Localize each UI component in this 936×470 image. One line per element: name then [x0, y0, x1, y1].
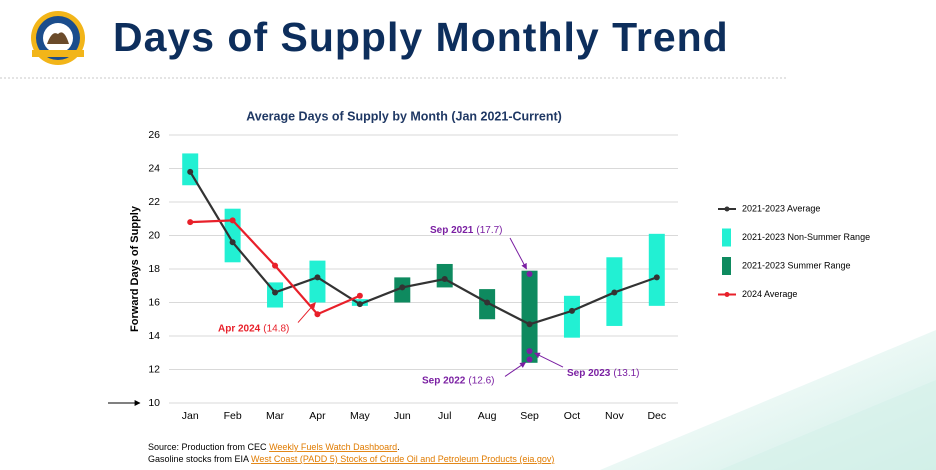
annotation-label: Apr 2024: [218, 323, 261, 334]
legend-swatch: [724, 292, 730, 297]
range-bar: [436, 263, 453, 288]
range-bar: [521, 270, 538, 363]
point: [229, 217, 236, 224]
x-tick-label: Nov: [605, 410, 624, 422]
annotation-value: (17.7): [476, 225, 502, 236]
legend-label: 2021-2023 Summer Range: [742, 260, 851, 270]
range-bar: [563, 295, 580, 338]
chart-title: Average Days of Supply by Month (Jan 202…: [246, 109, 562, 123]
source-text: .: [397, 442, 400, 452]
point: [187, 219, 194, 226]
annotation: Apr 2024 (14.8): [218, 323, 289, 334]
annotation-arrow: [297, 302, 316, 323]
annotation: Sep 2021 (17.7): [430, 225, 503, 236]
legend-label: 2021-2023 Average: [742, 203, 820, 213]
range-bar: [648, 233, 665, 306]
point: [653, 274, 660, 281]
y-tick-label: 20: [148, 229, 160, 241]
annotation: Sep 2022 (12.6): [422, 375, 495, 386]
source-line: Gasoline stocks from EIA West Coast (PAD…: [148, 454, 554, 464]
x-tick-label: Aug: [478, 410, 497, 422]
y-tick-label: 16: [148, 296, 160, 308]
annotation-point: [526, 356, 533, 363]
legend-label: 2024 Average: [742, 289, 797, 299]
y-tick-label: 18: [148, 263, 160, 275]
annotation-point: [526, 348, 533, 355]
legend-label: 2021-2023 Non-Summer Range: [742, 232, 870, 242]
annotation-value: (12.6): [468, 375, 494, 386]
source-text: Source: Production from CEC: [148, 442, 269, 452]
point: [314, 311, 321, 318]
point: [484, 299, 491, 306]
point: [272, 262, 279, 269]
point: [399, 284, 406, 291]
x-tick-label: Dec: [647, 410, 666, 422]
point: [272, 289, 279, 296]
point: [314, 274, 321, 281]
annotation-value: (13.1): [613, 368, 639, 379]
x-tick-label: May: [350, 410, 371, 422]
y-tick-label: 24: [148, 162, 160, 174]
annotation-point: [526, 271, 533, 278]
x-tick-label: Oct: [564, 410, 580, 422]
y-tick-label: 26: [148, 129, 160, 141]
annotation-label: Sep 2023: [567, 368, 611, 379]
decoration: [720, 380, 936, 470]
point: [229, 239, 236, 246]
point: [526, 321, 533, 328]
plot: 10 12 14 16 18 20 22 24 26 Jan Feb Mar Apr May Jun Jul A…: [148, 129, 870, 422]
legend-swatch: [722, 228, 731, 247]
slide-title: Days of Supply Monthly Trend: [113, 14, 729, 60]
y-tick-label: 12: [148, 363, 160, 375]
annotation: Sep 2023 (13.1): [567, 368, 640, 379]
y-tick-label: 10: [148, 397, 160, 409]
range-bar: [309, 260, 326, 303]
source-text: Gasoline stocks from EIA: [148, 454, 251, 464]
x-tick-label: Jan: [182, 410, 199, 422]
annotation-label: Sep 2021: [430, 225, 474, 236]
y-axis-label: Forward Days of Supply: [129, 205, 141, 332]
annotation-arrow: [509, 237, 527, 270]
line: [189, 171, 658, 326]
y-tick-label: 14: [148, 330, 160, 342]
point: [356, 292, 363, 299]
x-tick-label: Mar: [266, 410, 285, 422]
point: [356, 301, 363, 308]
x-tick-label: Feb: [224, 410, 242, 422]
x-tick-label: Jul: [438, 410, 451, 422]
point: [611, 289, 618, 296]
annotation-arrow: [504, 362, 527, 377]
point: [187, 168, 194, 175]
range-bar: [224, 208, 241, 263]
x-tick-label: Jun: [394, 410, 411, 422]
point: [568, 307, 575, 314]
annotation-label: Sep 2022: [422, 375, 466, 386]
annotation-value: (14.8): [263, 323, 289, 334]
point: [441, 276, 448, 283]
x-tick-label: Sep: [520, 410, 539, 422]
source-link[interactable]: West Coast (PADD 5) Stocks of Crude Oil …: [251, 454, 554, 464]
y-tick-label: 22: [148, 196, 160, 208]
legend-swatch: [722, 257, 731, 275]
annotation-arrow: [534, 352, 564, 368]
logo: [31, 11, 85, 65]
x-tick-label: Apr: [309, 410, 326, 422]
source-link[interactable]: Weekly Fuels Watch Dashboard: [269, 442, 397, 452]
legend-swatch: [724, 206, 730, 212]
source-line: Source: Production from CEC Weekly Fuels…: [148, 442, 400, 452]
